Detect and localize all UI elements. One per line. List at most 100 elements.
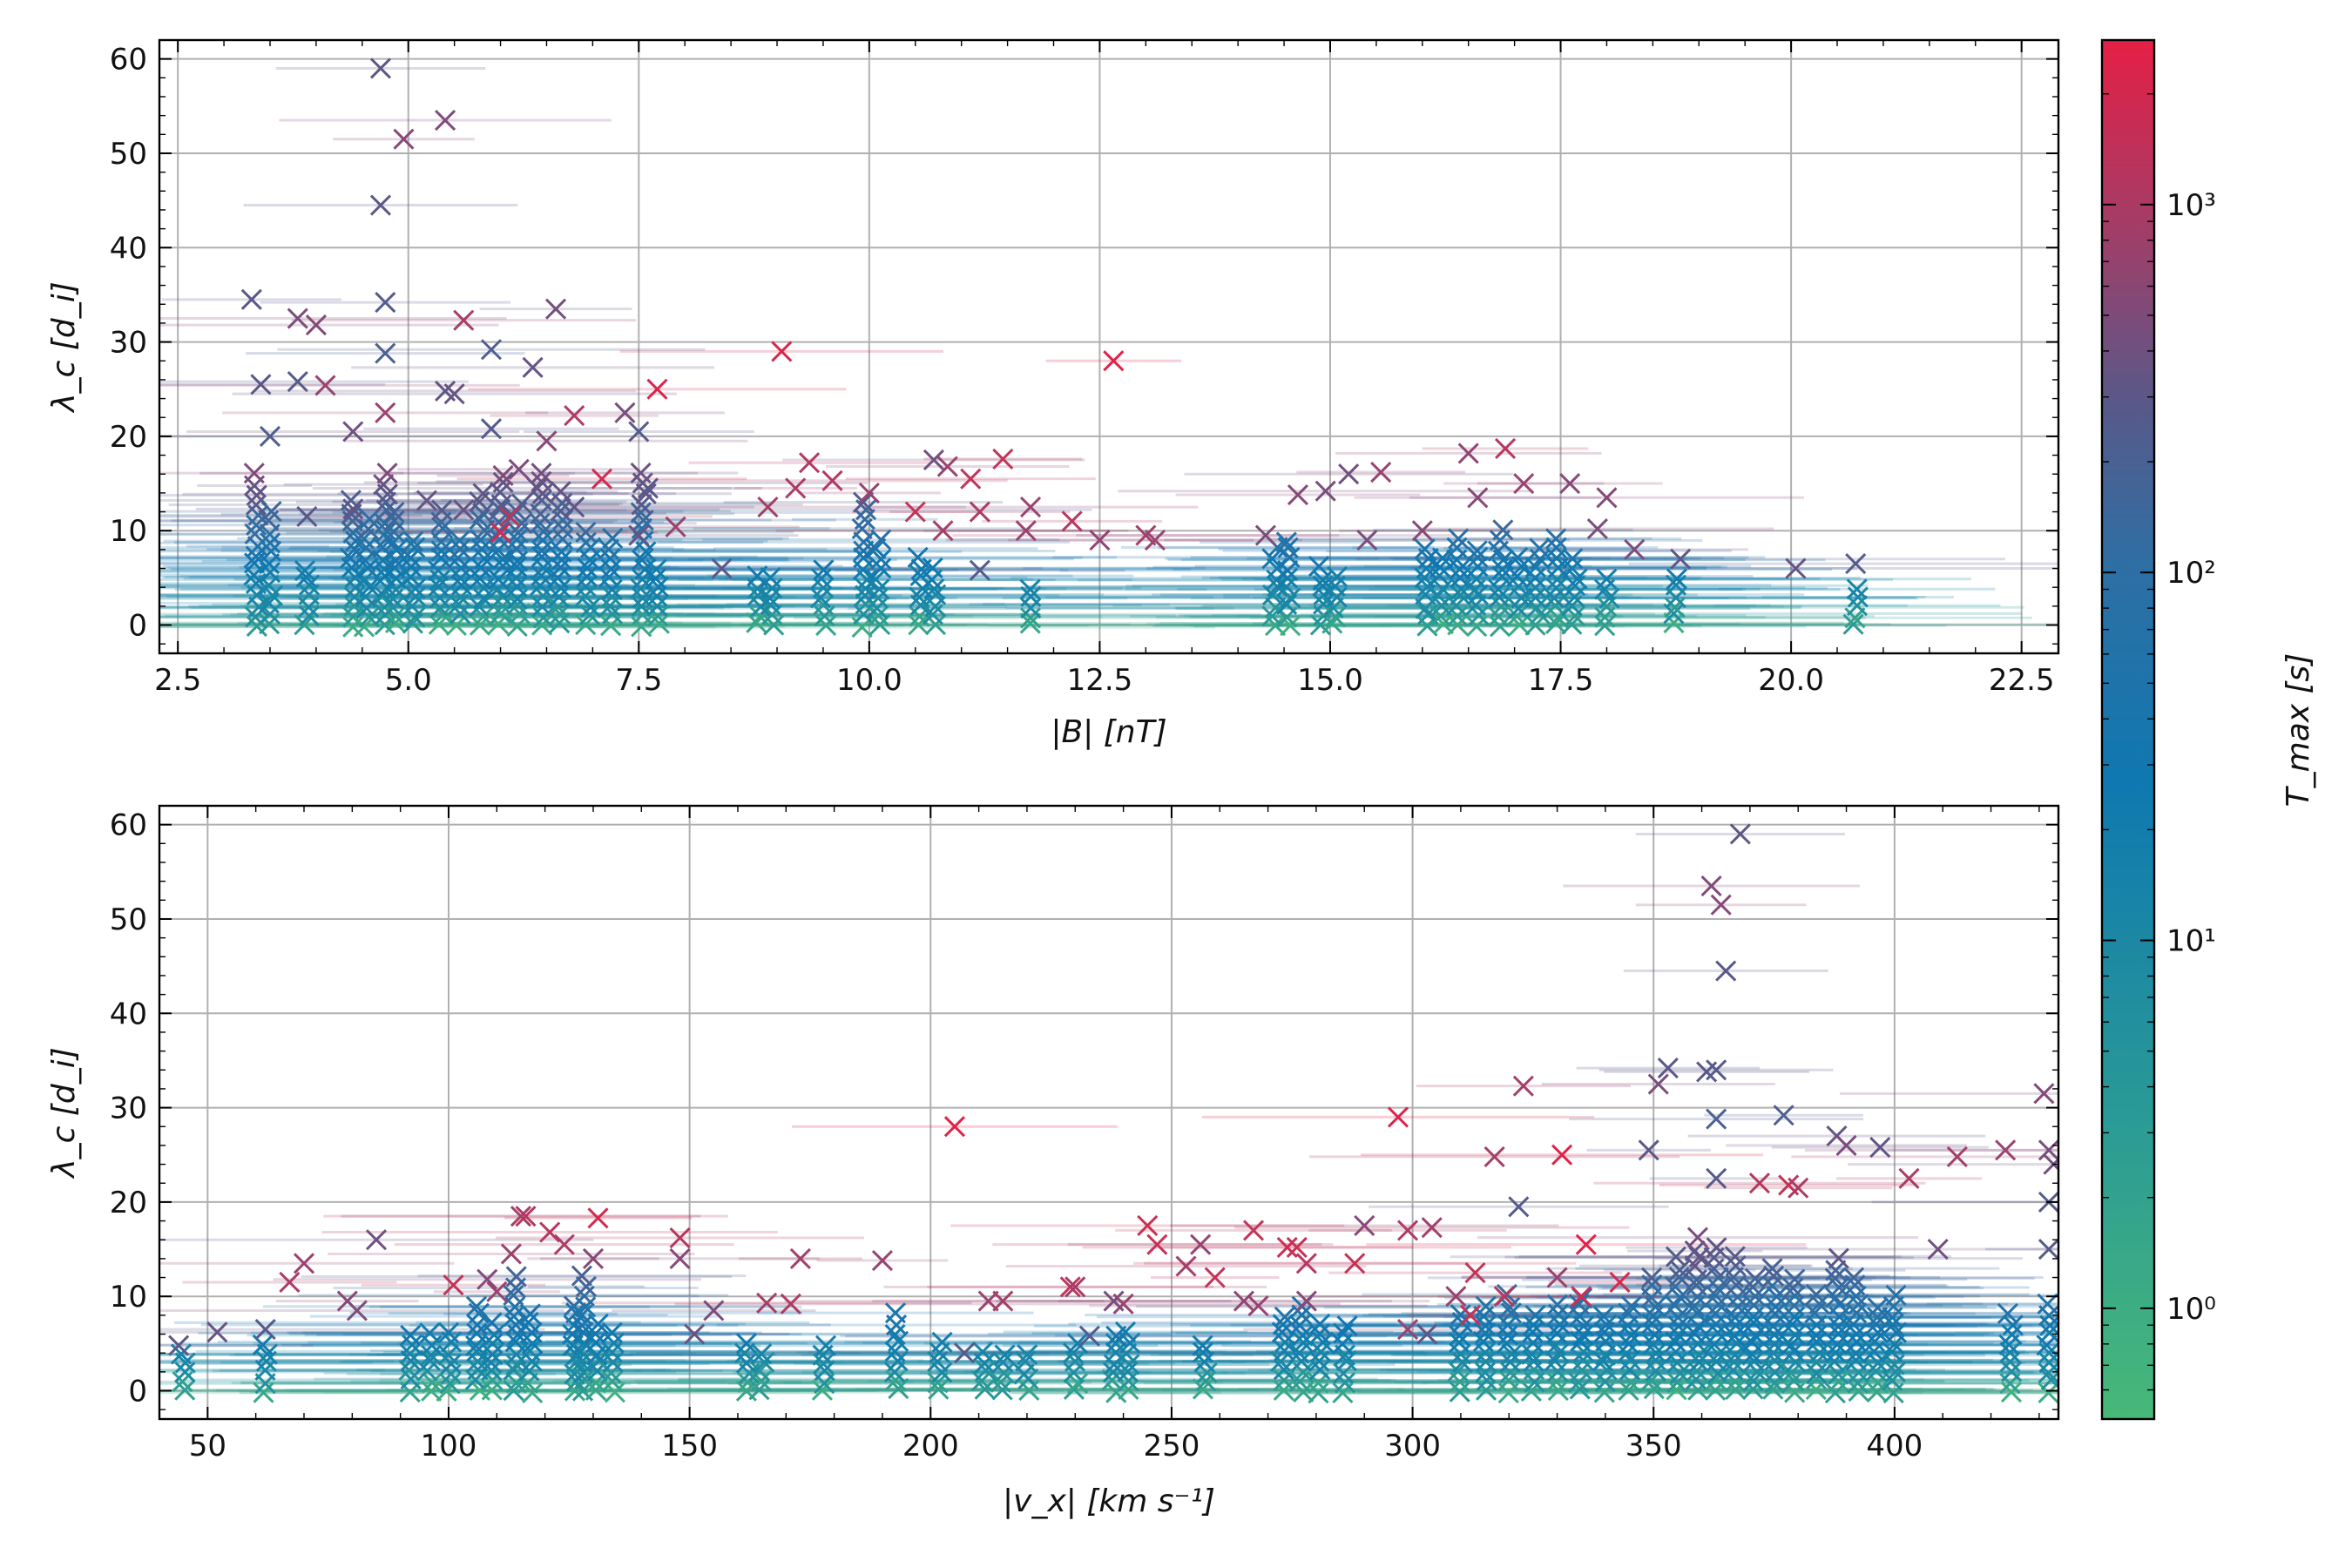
data-marker xyxy=(669,1227,691,1249)
data-marker xyxy=(375,342,396,364)
cluster-marker xyxy=(579,604,601,625)
cluster-marker xyxy=(1499,1362,1521,1383)
cluster-marker xyxy=(1193,1351,1215,1373)
cluster-marker xyxy=(1308,1382,1329,1404)
cluster-marker xyxy=(1414,538,1436,560)
cluster-marker xyxy=(975,1359,997,1382)
cluster-marker xyxy=(1192,1378,1213,1400)
cluster-marker xyxy=(1500,1302,1522,1324)
cluster-marker xyxy=(1867,1352,1889,1374)
data-marker xyxy=(287,308,308,329)
cluster-marker xyxy=(630,462,652,484)
cluster-marker xyxy=(601,603,624,625)
data-marker xyxy=(1421,1217,1443,1239)
cluster-marker xyxy=(811,1379,833,1401)
cluster-marker xyxy=(908,614,929,636)
bottom-ticks: 50 100 150 200 250 300 350 400 0 10 20 30 40 50 60 xyxy=(110,805,2058,1463)
cluster-marker xyxy=(1499,1296,1521,1318)
cluster-marker xyxy=(359,508,381,530)
data-marker xyxy=(536,430,558,452)
cluster-marker xyxy=(260,532,281,554)
cluster-marker xyxy=(436,1380,457,1402)
cluster-marker xyxy=(813,1353,835,1375)
cluster-marker xyxy=(2001,1324,2023,1346)
cluster-marker xyxy=(506,556,528,578)
cluster-marker xyxy=(1280,587,1301,609)
data-marker xyxy=(923,449,944,471)
cluster-marker xyxy=(1762,1315,1784,1337)
data-marker xyxy=(393,128,415,150)
cluster-marker xyxy=(1761,1258,1783,1280)
data-marker xyxy=(1869,1137,1891,1159)
cluster-marker xyxy=(1825,1260,1847,1281)
cluster-marker xyxy=(1524,577,1546,598)
data-marker xyxy=(1624,538,1646,560)
cluster-marker xyxy=(432,604,454,625)
data-marker xyxy=(2038,1139,2058,1161)
cluster-marker xyxy=(1641,1274,1663,1296)
cluster-marker xyxy=(1782,1277,1804,1299)
cluster-marker xyxy=(1326,565,1348,588)
cluster-marker xyxy=(402,531,424,552)
data-marker xyxy=(1344,1253,1366,1274)
cluster-marker xyxy=(1828,1247,1849,1269)
cluster-marker xyxy=(991,1379,1013,1401)
cluster-marker xyxy=(400,556,422,578)
cluster-marker xyxy=(601,578,623,600)
cluster-marker xyxy=(1762,1378,1784,1400)
data-marker xyxy=(1494,437,1517,460)
cluster-marker xyxy=(1742,1276,1764,1298)
cluster-marker xyxy=(400,1324,422,1346)
data-marker xyxy=(1551,1144,1573,1166)
cluster-marker xyxy=(492,464,514,486)
y-tick-label: 30 xyxy=(110,326,147,361)
cluster-marker xyxy=(1335,1350,1357,1372)
cluster-marker xyxy=(1467,556,1489,578)
cluster-marker xyxy=(1562,548,1584,570)
cluster-marker xyxy=(1488,578,1510,600)
cluster-marker xyxy=(735,1333,757,1355)
cluster-marker xyxy=(630,502,652,524)
data-marker xyxy=(250,374,272,395)
x-tick-label: 350 xyxy=(1625,1429,1682,1463)
cluster-marker xyxy=(1703,1334,1725,1355)
x-tick-label: 10.0 xyxy=(836,663,902,698)
cluster-marker xyxy=(1823,1350,1845,1373)
data-marker xyxy=(969,501,990,523)
cluster-marker xyxy=(576,565,598,588)
cluster-marker xyxy=(1066,1372,1089,1395)
cluster-marker xyxy=(1665,1246,1686,1267)
cluster-marker xyxy=(1497,1369,1519,1391)
cluster-marker xyxy=(1545,528,1567,550)
cluster-marker xyxy=(1524,586,1546,609)
cluster-marker xyxy=(1529,537,1551,559)
cluster-marker xyxy=(1707,1321,1729,1343)
x-tick-label: 250 xyxy=(1143,1429,1200,1463)
data-marker xyxy=(453,499,475,521)
y-tick-label: 30 xyxy=(110,1092,147,1126)
cluster-marker xyxy=(598,566,620,588)
data-marker xyxy=(953,1342,976,1364)
cluster-marker xyxy=(1828,1294,1850,1315)
data-marker xyxy=(1467,487,1489,509)
data-marker xyxy=(1788,1177,1809,1199)
cluster-marker xyxy=(531,529,554,551)
cluster-marker xyxy=(1706,1350,1727,1373)
cluster-marker xyxy=(421,1380,443,1402)
data-marker xyxy=(1247,1294,1269,1317)
cluster-marker xyxy=(2038,1351,2058,1374)
data-marker xyxy=(490,522,511,544)
colorbar-ticks: 10⁰ 10¹ 10² 10³ xyxy=(2102,93,2216,1420)
data-marker xyxy=(1700,875,1722,897)
data-marker xyxy=(1596,487,1618,509)
cluster-marker xyxy=(931,1331,953,1353)
cluster-marker xyxy=(760,566,781,589)
cluster-marker xyxy=(1192,1335,1213,1356)
bottom-error-bars xyxy=(159,832,2058,1395)
data-marker xyxy=(1845,553,1867,575)
cluster-marker xyxy=(1529,603,1551,625)
cluster-marker xyxy=(551,528,573,550)
cluster-marker xyxy=(645,568,666,590)
cluster-marker xyxy=(1883,1354,1905,1375)
top-x-axis-label: |B| [nT] xyxy=(1051,714,1166,750)
